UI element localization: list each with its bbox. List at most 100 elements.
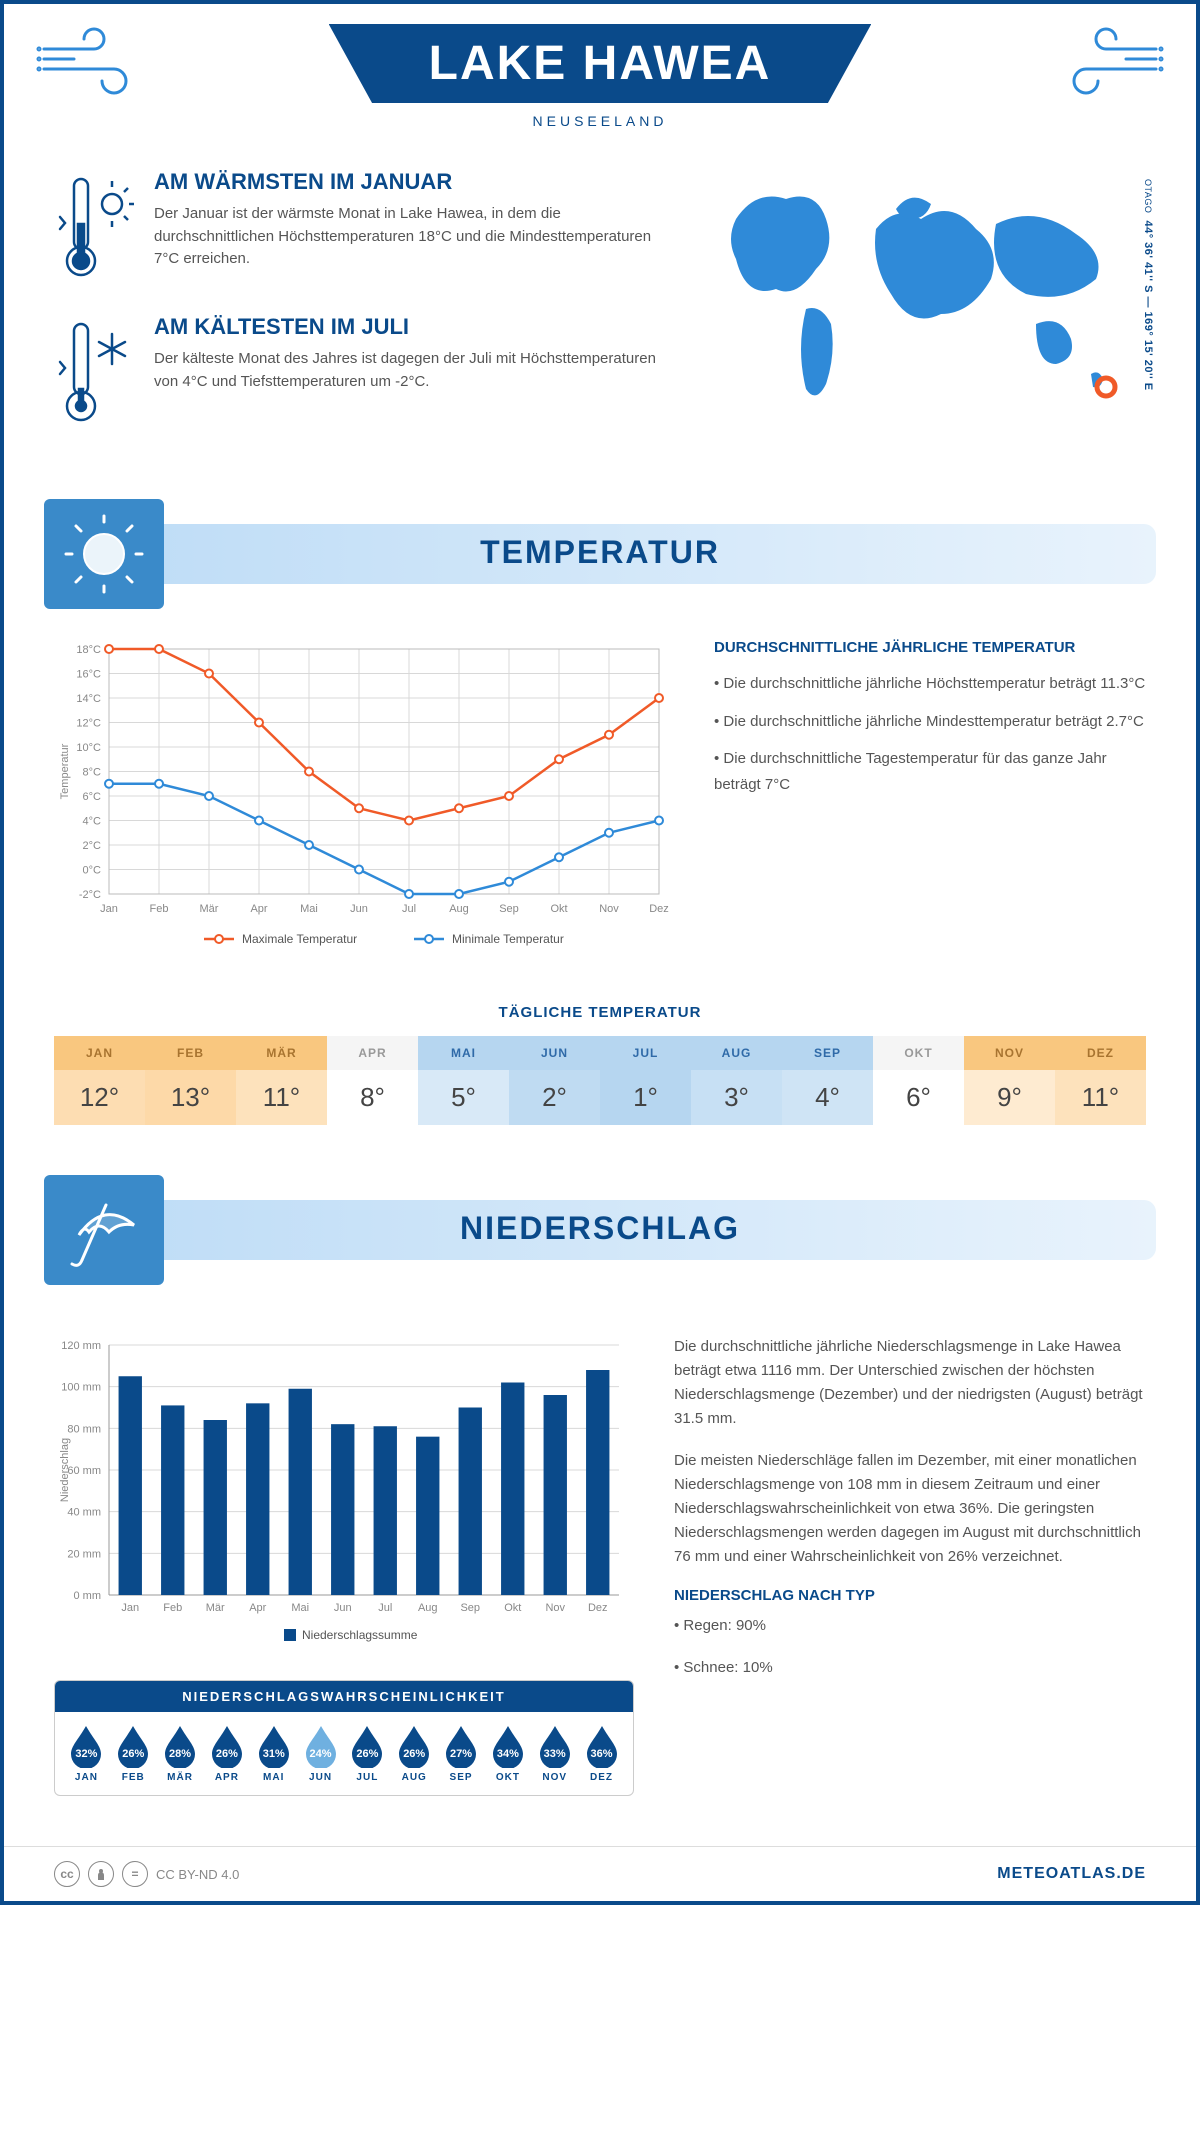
svg-text:6°C: 6°C — [83, 791, 102, 803]
svg-text:Aug: Aug — [449, 903, 469, 915]
svg-text:0 mm: 0 mm — [74, 1590, 102, 1602]
svg-text:20 mm: 20 mm — [67, 1548, 101, 1560]
footer: cc = CC BY-ND 4.0 METEOATLAS.DE — [4, 1846, 1196, 1901]
svg-text:Maximale Temperatur: Maximale Temperatur — [242, 932, 357, 946]
daily-temp-table: JAN12°FEB13°MÄR11°APR8°MAI5°JUN2°JUL1°AU… — [54, 1036, 1146, 1125]
temp-info-b3: • Die durchschnittliche Tagestemperatur … — [714, 746, 1146, 797]
temperature-chart: -2°C0°C2°C4°C6°C8°C10°C12°C14°C16°C18°CJ… — [54, 639, 674, 964]
world-map-box: OTAGO 44° 36' 41'' S — 169° 15' 20'' E — [696, 169, 1146, 459]
svg-text:16°C: 16°C — [76, 669, 101, 681]
precip-type-heading: NIEDERSCHLAG NACH TYP — [674, 1587, 1146, 1604]
nd-icon: = — [122, 1861, 148, 1887]
svg-text:Sep: Sep — [460, 1602, 480, 1614]
probability-cell: 24%JUN — [297, 1724, 344, 1783]
daily-cell: MAI5° — [418, 1036, 509, 1125]
svg-text:Feb: Feb — [163, 1602, 182, 1614]
temp-info-b2: • Die durchschnittliche jährliche Mindes… — [714, 709, 1146, 735]
daily-temp-title: TÄGLICHE TEMPERATUR — [4, 1004, 1196, 1021]
svg-text:Dez: Dez — [649, 903, 669, 915]
svg-text:Apr: Apr — [250, 903, 267, 915]
probability-cell: 27%SEP — [438, 1724, 485, 1783]
svg-text:4°C: 4°C — [83, 816, 102, 828]
page-subtitle: NEUSEELAND — [4, 113, 1196, 129]
svg-text:Temperatur: Temperatur — [59, 743, 71, 799]
svg-text:Jul: Jul — [402, 903, 416, 915]
precip-p2: Die meisten Niederschläge fallen im Deze… — [674, 1449, 1146, 1569]
title-banner: LAKE HAWEA — [329, 24, 872, 103]
temp-info-heading: DURCHSCHNITTLICHE JÄHRLICHE TEMPERATUR — [714, 639, 1146, 656]
license: cc = CC BY-ND 4.0 — [54, 1861, 239, 1887]
coldest-block: AM KÄLTESTEN IM JULI Der kälteste Monat … — [54, 314, 666, 434]
svg-text:100 mm: 100 mm — [61, 1382, 101, 1394]
precipitation-header: NIEDERSCHLAG — [44, 1175, 1156, 1285]
daily-cell: JUL1° — [600, 1036, 691, 1125]
thermometer-snow-icon — [54, 314, 134, 434]
warmest-body: Der Januar ist der wärmste Monat in Lake… — [154, 203, 666, 271]
daily-cell: DEZ11° — [1055, 1036, 1146, 1125]
probability-cell: 26%JUL — [344, 1724, 391, 1783]
svg-text:18°C: 18°C — [76, 644, 101, 656]
svg-text:Niederschlagssumme: Niederschlagssumme — [302, 1628, 418, 1642]
coldest-body: Der kälteste Monat des Jahres ist dagege… — [154, 348, 666, 393]
probability-title: NIEDERSCHLAGSWAHRSCHEINLICHKEIT — [55, 1681, 633, 1712]
wind-icon — [34, 24, 154, 104]
probability-cell: 28%MÄR — [157, 1724, 204, 1783]
header: LAKE HAWEA NEUSEELAND — [4, 4, 1196, 139]
svg-text:Okt: Okt — [504, 1602, 521, 1614]
precip-type1: • Regen: 90% — [674, 1614, 1146, 1638]
precip-p1: Die durchschnittliche jährliche Niedersc… — [674, 1335, 1146, 1431]
svg-text:Nov: Nov — [545, 1602, 565, 1614]
svg-text:Mai: Mai — [291, 1602, 309, 1614]
probability-cell: 26%APR — [203, 1724, 250, 1783]
daily-cell: MÄR11° — [236, 1036, 327, 1125]
svg-text:2°C: 2°C — [83, 840, 102, 852]
svg-text:0°C: 0°C — [83, 865, 102, 877]
world-map-icon — [696, 169, 1146, 419]
temperature-info: DURCHSCHNITTLICHE JÄHRLICHE TEMPERATUR •… — [714, 639, 1146, 964]
daily-cell: SEP4° — [782, 1036, 873, 1125]
probability-cell: 36%DEZ — [578, 1724, 625, 1783]
svg-text:Aug: Aug — [418, 1602, 438, 1614]
warmest-heading: AM WÄRMSTEN IM JANUAR — [154, 169, 666, 195]
page: LAKE HAWEA NEUSEELAND AM WÄRMSTE — [0, 0, 1200, 1905]
precipitation-title: NIEDERSCHLAG — [44, 1210, 1156, 1247]
page-title: LAKE HAWEA — [429, 36, 772, 91]
svg-text:Jul: Jul — [378, 1602, 392, 1614]
daily-cell: FEB13° — [145, 1036, 236, 1125]
daily-cell: JUN2° — [509, 1036, 600, 1125]
svg-text:Mär: Mär — [206, 1602, 225, 1614]
precipitation-chart: 0 mm20 mm40 mm60 mm80 mm100 mm120 mmNied… — [54, 1335, 634, 1660]
svg-text:Apr: Apr — [249, 1602, 266, 1614]
svg-text:12°C: 12°C — [76, 718, 101, 730]
svg-text:Niederschlag: Niederschlag — [59, 1438, 71, 1502]
svg-text:60 mm: 60 mm — [67, 1465, 101, 1477]
probability-cell: 31%MAI — [250, 1724, 297, 1783]
probability-cell: 32%JAN — [63, 1724, 110, 1783]
coldest-heading: AM KÄLTESTEN IM JULI — [154, 314, 666, 340]
thermometer-sun-icon — [54, 169, 134, 289]
temp-info-b1: • Die durchschnittliche jährliche Höchst… — [714, 671, 1146, 697]
probability-cell: 26%FEB — [110, 1724, 157, 1783]
daily-cell: AUG3° — [691, 1036, 782, 1125]
precipitation-info: Die durchschnittliche jährliche Niedersc… — [674, 1335, 1146, 1796]
probability-cell: 33%NOV — [531, 1724, 578, 1783]
daily-cell: JAN12° — [54, 1036, 145, 1125]
svg-text:Nov: Nov — [599, 903, 619, 915]
temperature-title: TEMPERATUR — [44, 534, 1156, 571]
svg-text:Minimale Temperatur: Minimale Temperatur — [452, 932, 564, 946]
svg-text:-2°C: -2°C — [79, 889, 101, 901]
svg-text:Jun: Jun — [334, 1602, 352, 1614]
svg-text:120 mm: 120 mm — [61, 1340, 101, 1352]
temperature-header: TEMPERATUR — [44, 499, 1156, 609]
cc-icon: cc — [54, 1861, 80, 1887]
probability-box: NIEDERSCHLAGSWAHRSCHEINLICHKEIT 32%JAN26… — [54, 1680, 634, 1796]
svg-text:Okt: Okt — [550, 903, 567, 915]
svg-text:Sep: Sep — [499, 903, 519, 915]
daily-cell: APR8° — [327, 1036, 418, 1125]
precip-type2: • Schnee: 10% — [674, 1656, 1146, 1680]
daily-cell: OKT6° — [873, 1036, 964, 1125]
svg-text:Mai: Mai — [300, 903, 318, 915]
temperature-section: -2°C0°C2°C4°C6°C8°C10°C12°C14°C16°C18°CJ… — [4, 629, 1196, 984]
probability-cell: 26%AUG — [391, 1724, 438, 1783]
svg-text:Mär: Mär — [200, 903, 219, 915]
